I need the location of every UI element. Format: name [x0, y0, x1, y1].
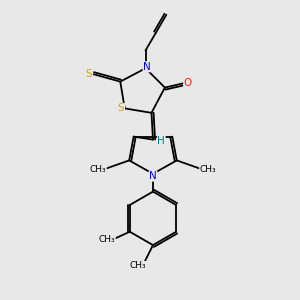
Text: CH₃: CH₃ — [90, 165, 106, 174]
Text: CH₃: CH₃ — [99, 235, 115, 244]
Text: CH₃: CH₃ — [200, 165, 216, 174]
Text: H: H — [158, 136, 165, 146]
Text: CH₃: CH₃ — [129, 261, 146, 270]
Text: S: S — [86, 69, 92, 79]
Text: O: O — [184, 78, 192, 88]
Text: N: N — [149, 171, 157, 181]
Text: S: S — [118, 103, 124, 113]
Text: N: N — [143, 62, 151, 72]
